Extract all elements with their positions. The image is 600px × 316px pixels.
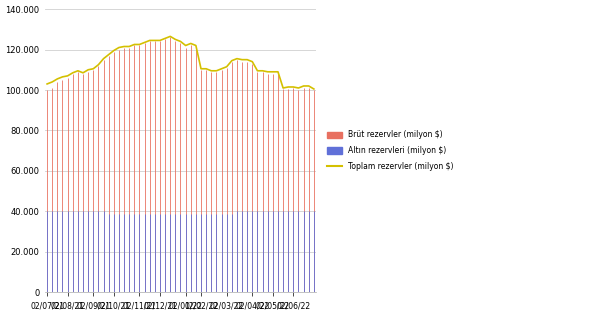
Legend: Brüt rezervler (milyon $), Altın rezervleri (milyon $), Toplam rezervler (milyon: Brüt rezervler (milyon $), Altın rezervl… <box>323 126 458 175</box>
